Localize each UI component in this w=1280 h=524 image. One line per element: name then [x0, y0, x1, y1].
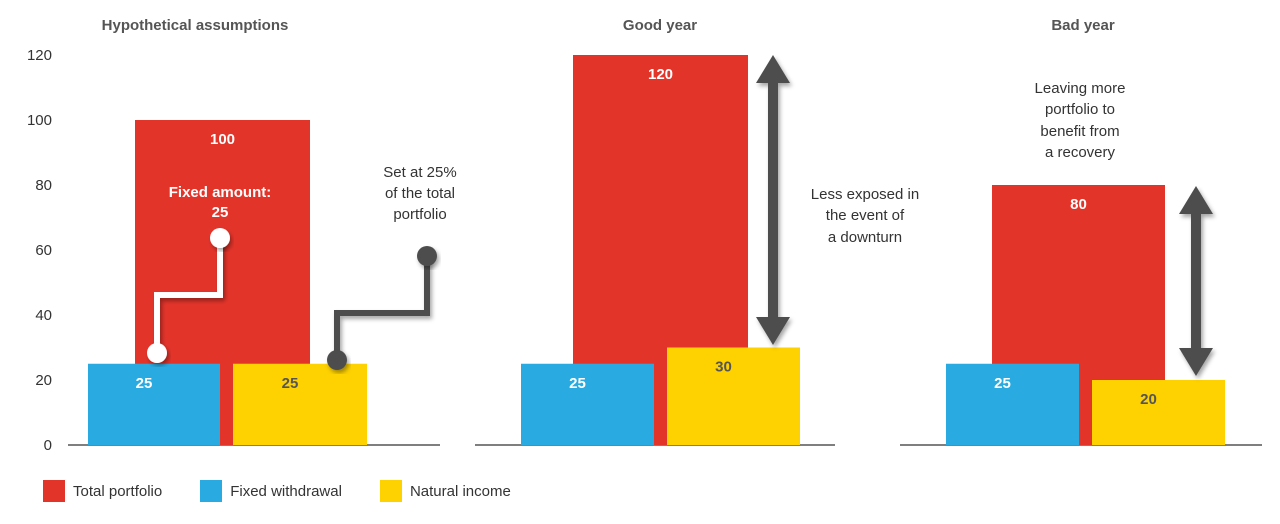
- panel-3-title: Bad year: [1051, 17, 1115, 34]
- panel-2-bar-natural-income: [667, 347, 800, 445]
- chart-legend: Total portfolio Fixed withdrawal Natural…: [43, 480, 549, 502]
- panel-2-label-fixed-withdrawal: 25: [569, 375, 586, 392]
- panel-2-label-total-portfolio: 120: [648, 66, 673, 83]
- panel-1-bar-fixed-withdrawal: [88, 363, 220, 445]
- legend-item-fixed-withdrawal: Fixed withdrawal: [200, 480, 342, 502]
- annotation-fixed-amount-line-2: 25: [212, 204, 229, 221]
- connector-fixed-amount: [154, 238, 223, 353]
- panel-3-label-natural-income: 20: [1140, 391, 1157, 408]
- panel-1-bar-natural-income: [233, 363, 367, 445]
- legend-label-natural-income: Natural income: [409, 482, 511, 500]
- y-tick-label-60: 60: [35, 242, 52, 259]
- y-tick-label-0: 0: [44, 437, 52, 454]
- legend-label-fixed-withdrawal: Fixed withdrawal: [230, 482, 342, 500]
- annotation-set-at-line-1: Set at 25%: [383, 164, 456, 181]
- annotation-leaving-more-line-3: benefit from: [1040, 123, 1119, 140]
- panel-1-label-natural-income: 25: [282, 375, 299, 392]
- panel-2-label-natural-income: 30: [715, 359, 732, 376]
- double-arrow-bad-year-head-up: [1179, 186, 1213, 214]
- panel-3-label-fixed-withdrawal: 25: [994, 375, 1011, 392]
- annotation-less-exposed-line-2: the event of: [826, 207, 905, 224]
- double-arrow-good-year-head-up: [756, 55, 790, 83]
- chart-svg: 0 20 40 60 80 100 120 Hypothetical assumptions 1…: [27, 17, 1262, 454]
- connector-fixed-amount-dot-bottom: [147, 343, 167, 363]
- annotation-leaving-more-line-1: Leaving more: [1035, 80, 1126, 97]
- panel-3-bar-fixed-withdrawal: [946, 363, 1079, 445]
- panel-3-bar-natural-income: [1092, 380, 1225, 445]
- double-arrow-good-year-shaft: [768, 81, 778, 319]
- double-arrow-bad-year: [1179, 186, 1213, 376]
- legend-swatch-fixed-withdrawal: [200, 480, 223, 502]
- double-arrow-good-year: [756, 55, 790, 345]
- connector-fixed-amount-dot-top: [210, 228, 230, 248]
- double-arrow-bad-year-head-down: [1179, 348, 1213, 376]
- legend-swatch-total-portfolio: [43, 480, 65, 502]
- panel-1-title: Hypothetical assumptions: [102, 17, 289, 34]
- annotation-leaving-more-line-4: a recovery: [1045, 144, 1116, 161]
- connector-set-at: [334, 256, 430, 360]
- annotation-set-at-line-2: of the total: [385, 185, 455, 202]
- annotation-leaving-more-line-2: portfolio to: [1045, 101, 1115, 118]
- legend-label-total-portfolio: Total portfolio: [73, 482, 163, 500]
- legend-item-natural-income: Natural income: [379, 480, 511, 502]
- panel-1-label-fixed-withdrawal: 25: [136, 375, 153, 392]
- panel-2-title: Good year: [623, 17, 697, 34]
- double-arrow-good-year-head-down: [756, 317, 790, 345]
- annotation-fixed-amount-line-1: Fixed amount:: [169, 184, 272, 201]
- connector-set-at-dot-bottom: [327, 350, 347, 370]
- y-tick-label-120: 120: [27, 47, 52, 64]
- y-tick-label-100: 100: [27, 112, 52, 129]
- connector-set-at-dot-top: [417, 246, 437, 266]
- y-tick-label-20: 20: [35, 372, 52, 389]
- annotation-set-at-line-3: portfolio: [393, 206, 446, 223]
- panel-3-label-total-portfolio: 80: [1070, 196, 1087, 213]
- double-arrow-bad-year-shaft: [1191, 212, 1201, 350]
- y-tick-label-80: 80: [35, 177, 52, 194]
- legend-swatch-natural-income: [379, 480, 402, 502]
- annotation-less-exposed-line-3: a downturn: [828, 229, 902, 246]
- annotation-less-exposed-line-1: Less exposed in: [811, 186, 919, 203]
- panel-1-label-total-portfolio: 100: [210, 131, 235, 148]
- y-tick-label-40: 40: [35, 307, 52, 324]
- legend-item-total-portfolio: Total portfolio: [43, 480, 162, 502]
- panel-2-bar-fixed-withdrawal: [521, 363, 654, 445]
